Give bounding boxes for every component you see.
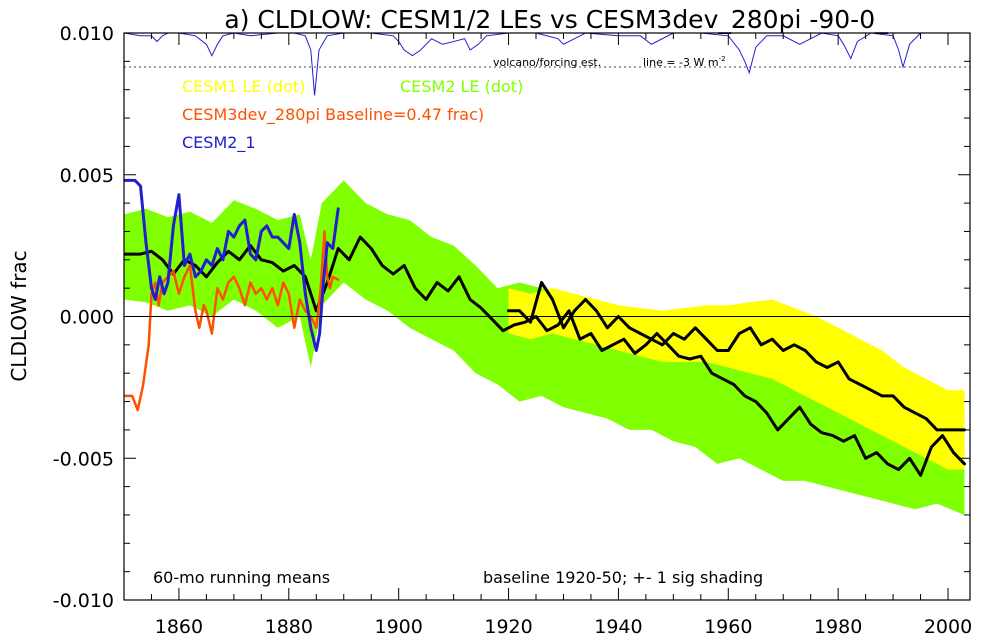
x-tick-label: 1880: [265, 616, 313, 638]
shaded-bands: [124, 180, 965, 515]
y-tick-label: 0.005: [60, 165, 114, 187]
line-scale-text: line = -3 W m: [643, 56, 719, 69]
series-lines: [124, 178, 966, 477]
running-means-note: 60-mo running means: [153, 568, 330, 587]
tick-labels: -0.010 -0.005 0.000 0.005 0.010 1860 1880 1900 1…: [53, 23, 972, 638]
line-scale-superscript: -2: [719, 55, 726, 63]
x-tick-label: 1940: [594, 616, 642, 638]
volcano-forcing-trace: [123, 32, 970, 96]
x-tick-label: 1920: [484, 616, 532, 638]
legend-cesm1-le: CESM1 LE (dot): [182, 77, 305, 96]
axes-group: [123, 32, 971, 601]
series-3-line: [507, 281, 966, 432]
y-axis-label: CLDLOW frac: [7, 250, 31, 381]
y-tick-label: 0.010: [60, 23, 114, 45]
series-5-line: [124, 178, 340, 352]
x-tick-label: 1980: [814, 616, 862, 638]
line-scale-label: line = -3 W m-2: [643, 55, 726, 69]
chart-title: a) CLDLOW: CESM1/2 LEs vs CESM3dev_280pi…: [224, 5, 888, 34]
x-tick-label: 2000: [924, 616, 972, 638]
volcano-forcing-label: volcano/forcing est.: [493, 56, 601, 69]
legend-cesm2-le: CESM2 LE (dot): [400, 77, 523, 96]
baseline-note: baseline 1920-50; +- 1 sig shading: [483, 568, 763, 587]
x-tick-label: 1900: [374, 616, 422, 638]
y-tick-label: -0.005: [53, 448, 114, 470]
volcano-trace-group: [123, 32, 970, 96]
legend-cesm2-1: CESM2_1: [182, 133, 256, 153]
series-1-band: [508, 288, 965, 470]
x-tick-label: 1860: [155, 616, 203, 638]
y-tick-label: 0.000: [60, 307, 114, 329]
series-2-line: [124, 235, 966, 477]
x-tick-label: 1960: [704, 616, 752, 638]
legend-cesm3dev: CESM3dev_280pi Baseline=0.47 frac): [182, 105, 484, 125]
y-tick-label: -0.010: [53, 590, 114, 612]
